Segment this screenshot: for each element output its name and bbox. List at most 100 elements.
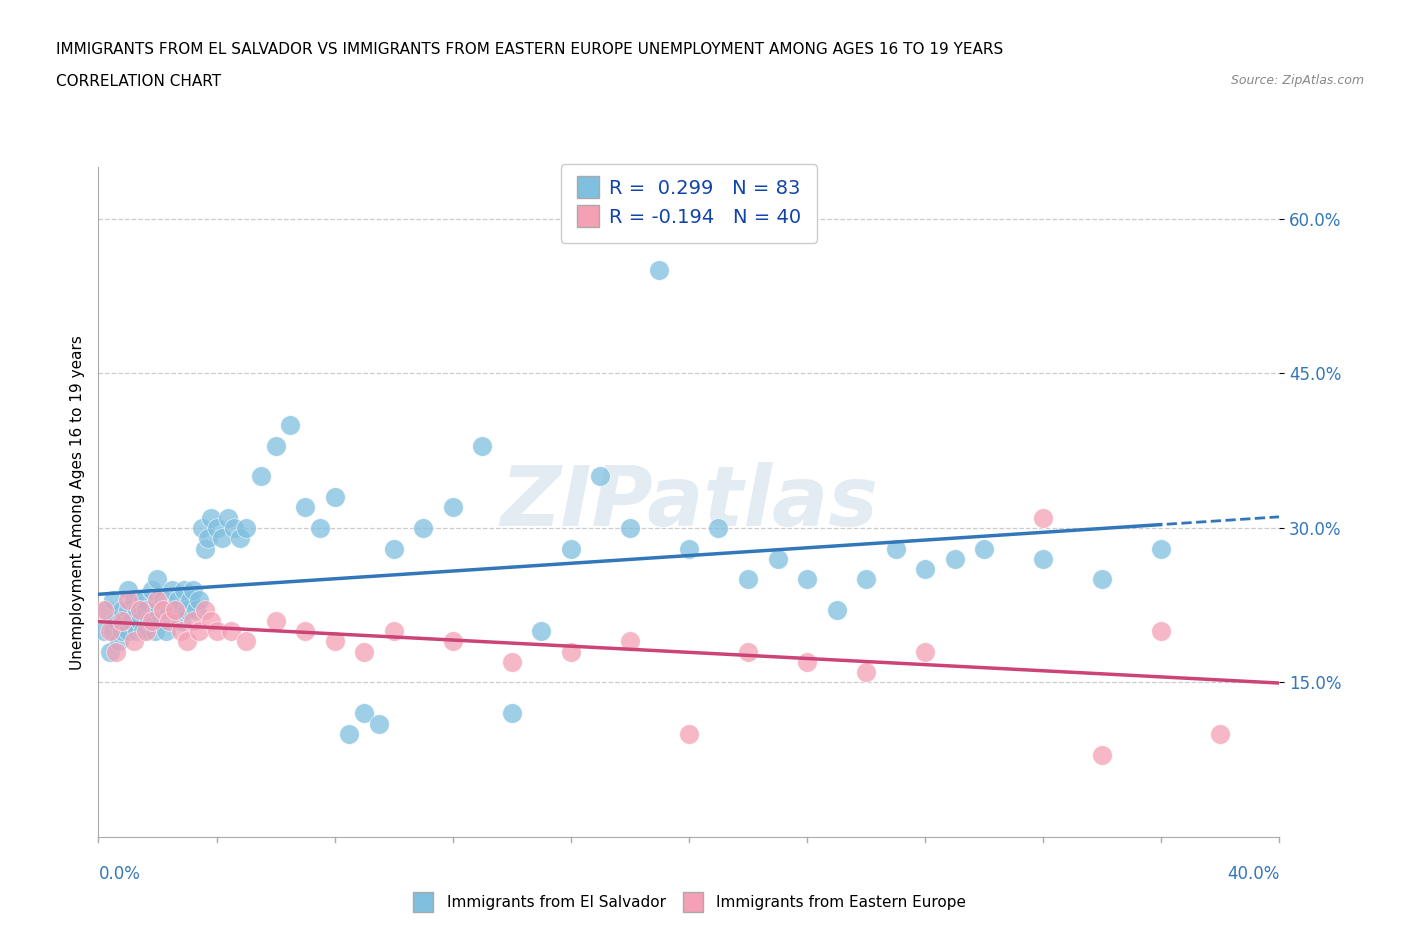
Point <box>108 634 131 649</box>
Point <box>678 726 700 741</box>
Point <box>187 623 209 638</box>
Point <box>200 613 222 628</box>
Point <box>1150 623 1173 638</box>
Point <box>181 613 204 628</box>
Point <box>353 706 375 721</box>
Point <box>176 603 198 618</box>
Point <box>162 582 183 597</box>
Point <box>589 469 612 484</box>
Point <box>152 603 174 618</box>
Point <box>501 655 523 670</box>
Point <box>176 634 198 649</box>
Point <box>337 726 360 741</box>
Point <box>1091 747 1114 762</box>
Point <box>181 582 204 597</box>
Point <box>194 541 217 556</box>
Point <box>138 613 160 628</box>
Point <box>170 623 193 638</box>
Point <box>825 603 848 618</box>
Point <box>173 582 195 597</box>
Point <box>648 263 671 278</box>
Point <box>98 644 121 659</box>
Point <box>235 634 257 649</box>
Point <box>146 603 169 618</box>
Point <box>219 623 242 638</box>
Point <box>143 623 166 638</box>
Point <box>120 613 142 628</box>
Point <box>111 613 134 628</box>
Point <box>179 592 201 607</box>
Point <box>211 531 233 546</box>
Point <box>1091 572 1114 587</box>
Point <box>973 541 995 556</box>
Point <box>96 603 118 618</box>
Point <box>323 489 346 504</box>
Point <box>1209 726 1232 741</box>
Point <box>132 623 155 638</box>
Point <box>278 418 302 432</box>
Point <box>165 603 187 618</box>
Point <box>294 500 316 515</box>
Point <box>619 521 641 536</box>
Point <box>98 623 121 638</box>
Point <box>707 521 730 536</box>
Point <box>382 623 405 638</box>
Point <box>117 582 139 597</box>
Point <box>441 634 464 649</box>
Point <box>187 592 209 607</box>
Point <box>117 623 139 638</box>
Legend: R =  0.299   N = 83, R = -0.194   N = 40: R = 0.299 N = 83, R = -0.194 N = 40 <box>561 164 817 243</box>
Point <box>170 613 193 628</box>
Text: Source: ZipAtlas.com: Source: ZipAtlas.com <box>1230 74 1364 87</box>
Point <box>855 572 877 587</box>
Point <box>105 644 128 659</box>
Point <box>766 551 789 566</box>
Point <box>737 572 759 587</box>
Point <box>146 592 169 607</box>
Point <box>250 469 273 484</box>
Point <box>125 603 148 618</box>
Point <box>560 541 582 556</box>
Point <box>128 613 150 628</box>
Text: ZIPatlas: ZIPatlas <box>501 461 877 543</box>
Text: CORRELATION CHART: CORRELATION CHART <box>56 74 221 89</box>
Point <box>135 623 157 638</box>
Point <box>1032 551 1054 566</box>
Point <box>194 603 217 618</box>
Point <box>235 521 257 536</box>
Point <box>1150 541 1173 556</box>
Point <box>943 551 966 566</box>
Point <box>157 613 180 628</box>
Point <box>368 716 391 731</box>
Point <box>122 592 145 607</box>
Point <box>560 644 582 659</box>
Point <box>197 531 219 546</box>
Point <box>114 613 136 628</box>
Point <box>122 634 145 649</box>
Point <box>111 623 134 638</box>
Point <box>884 541 907 556</box>
Text: 0.0%: 0.0% <box>98 865 141 883</box>
Point <box>501 706 523 721</box>
Point <box>229 531 252 546</box>
Point <box>93 623 115 638</box>
Point <box>111 603 134 618</box>
Point <box>914 562 936 577</box>
Point <box>1032 511 1054 525</box>
Point <box>323 634 346 649</box>
Point <box>184 603 207 618</box>
Point <box>264 438 287 453</box>
Point <box>155 623 177 638</box>
Point <box>132 592 155 607</box>
Point <box>103 592 125 607</box>
Point <box>530 623 553 638</box>
Point <box>93 603 115 618</box>
Point <box>796 572 818 587</box>
Point <box>217 511 239 525</box>
Point <box>205 623 228 638</box>
Point <box>224 521 246 536</box>
Point <box>353 644 375 659</box>
Point <box>294 623 316 638</box>
Point <box>103 623 125 638</box>
Point <box>471 438 494 453</box>
